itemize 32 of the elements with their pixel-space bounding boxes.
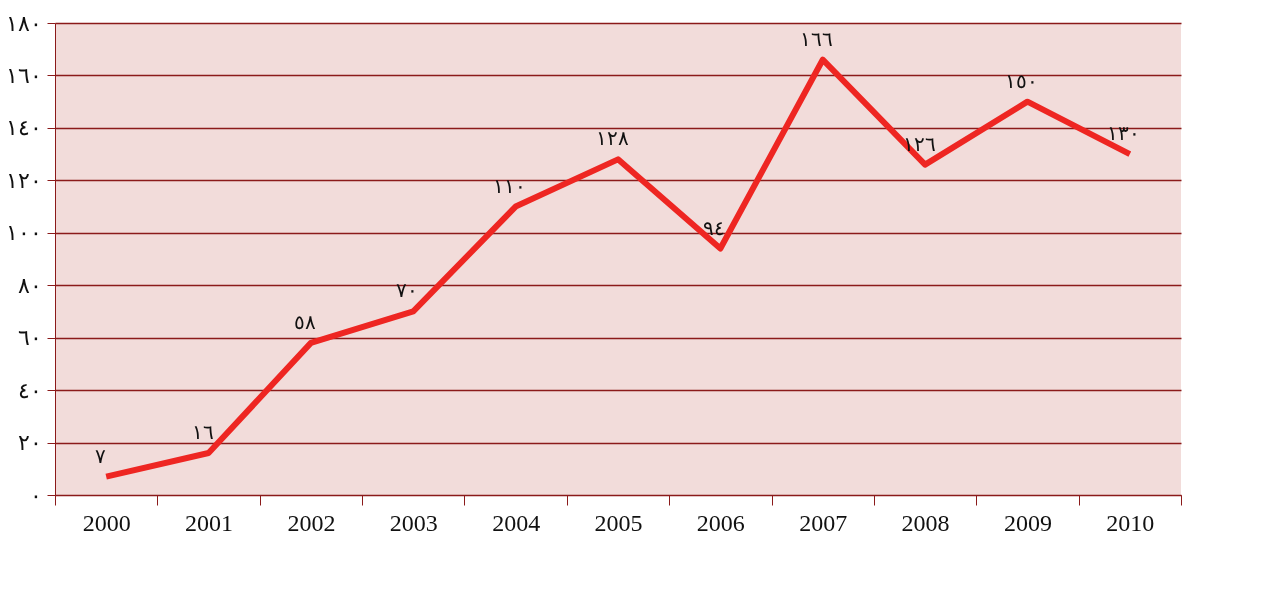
data-label: ٩٤ [703, 216, 726, 239]
x-tick-label: 2009 [1003, 509, 1052, 536]
x-tick-label: 2005 [594, 509, 643, 536]
y-tick-label: ١٠٠ [5, 220, 42, 246]
y-tick-label: ٠ [29, 482, 42, 508]
x-tick-label: 2002 [287, 509, 336, 536]
x-tick-label: 2001 [185, 509, 234, 536]
data-label: ١٥٠ [1004, 69, 1038, 92]
y-tick-label: ١٦٠ [5, 62, 42, 88]
data-label: ١٦ [191, 421, 214, 444]
data-label: ١٢٦ [902, 132, 936, 155]
x-tick-label: 2004 [492, 509, 541, 536]
data-label: ١١٠ [493, 174, 527, 197]
x-tick-label: 2003 [389, 509, 438, 536]
y-tick-label: ١٨٠ [5, 10, 42, 36]
data-label: ٧٠ [396, 279, 419, 302]
y-tick-label: ١٤٠ [5, 115, 42, 141]
data-label: ٧ [94, 444, 106, 467]
y-tick-label: ٢٠ [17, 430, 42, 456]
y-tick-label: ٤٠ [17, 377, 42, 403]
x-tick-label: 2008 [901, 509, 950, 536]
data-label: ٥٨ [293, 310, 316, 333]
data-label: ١٣٠ [1107, 122, 1141, 145]
x-tick-label: 2000 [82, 509, 131, 536]
data-label: ١٦٦ [800, 27, 834, 50]
x-tick-label: 2007 [799, 509, 848, 536]
x-tick-label: 2006 [696, 509, 745, 536]
x-tick-label: 2010 [1106, 509, 1155, 536]
y-tick-label: ٦٠ [17, 325, 42, 351]
y-tick-label: ١٢٠ [5, 167, 42, 193]
data-label: ١٢٨ [595, 127, 629, 150]
y-tick-label: ٨٠ [17, 272, 42, 298]
